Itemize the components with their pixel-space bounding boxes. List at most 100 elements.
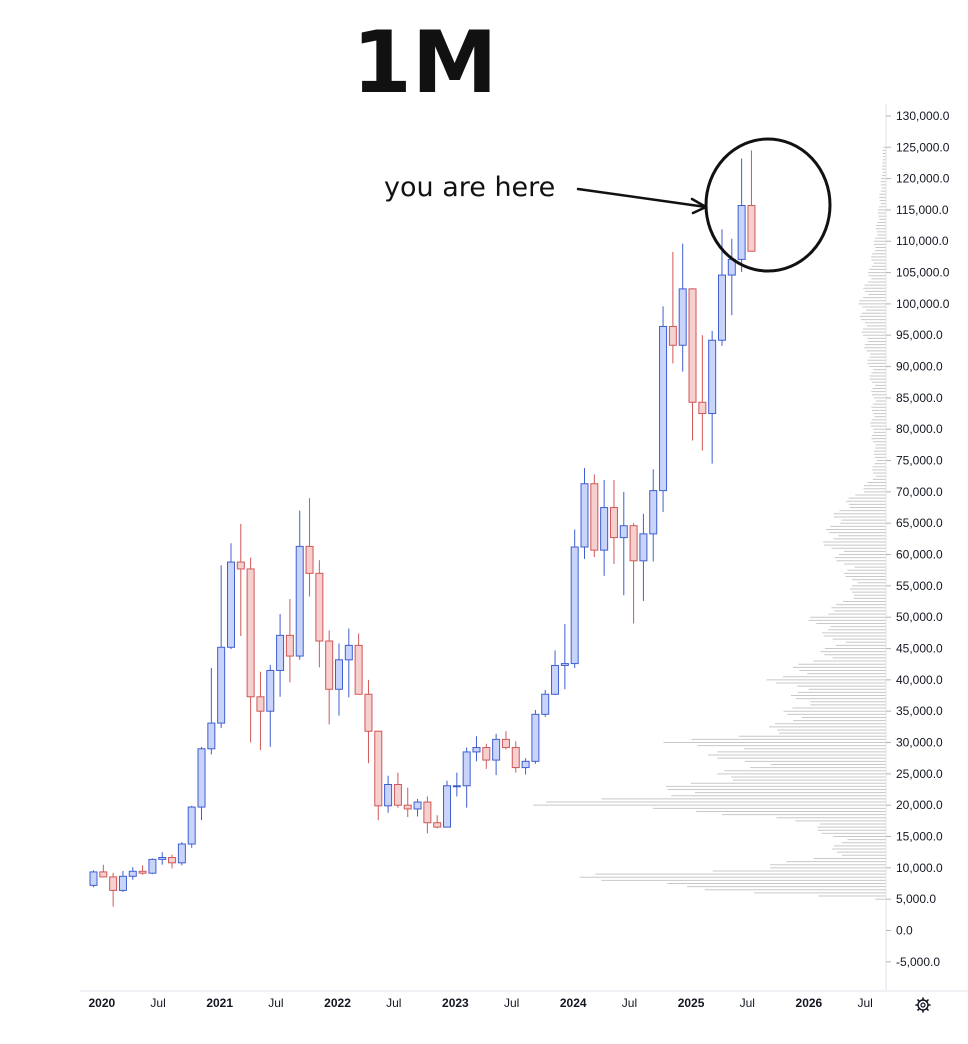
price-tick-label: 80,000.0 [896, 422, 943, 436]
time-axis[interactable]: 2020 Jul 2021 Jul 2022 Jul 2023 Jul 2024 Jul 2025 J… [89, 996, 873, 1010]
candle-body [462, 751, 471, 787]
candle[interactable] [236, 523, 245, 636]
candle[interactable] [452, 772, 461, 797]
price-tick-label: 25,000.0 [896, 767, 943, 781]
candle[interactable] [354, 633, 363, 695]
candle-body [688, 288, 697, 403]
candle[interactable] [335, 643, 343, 716]
candle[interactable] [177, 842, 186, 866]
candle[interactable] [187, 805, 196, 848]
candle[interactable] [619, 491, 628, 596]
time-tick-label: Jul [622, 996, 637, 1010]
candle-body [197, 748, 206, 808]
candle[interactable] [462, 747, 471, 808]
candle[interactable] [629, 523, 638, 624]
candle[interactable] [747, 150, 756, 252]
candle[interactable] [423, 796, 432, 834]
candle-body [521, 760, 530, 769]
time-tick-label: 2021 [206, 996, 233, 1010]
candle[interactable] [413, 798, 422, 817]
candle[interactable] [570, 529, 579, 668]
candle[interactable] [344, 628, 353, 698]
candle[interactable] [737, 158, 746, 272]
time-tick-label: 2025 [678, 996, 705, 1010]
candle-body [177, 843, 186, 864]
candle-body [413, 801, 422, 810]
candle[interactable] [207, 667, 216, 755]
candle[interactable] [501, 731, 510, 750]
price-tick-label: 40,000.0 [896, 673, 943, 687]
candle[interactable] [266, 664, 275, 747]
candle[interactable] [472, 736, 481, 762]
candle[interactable] [226, 543, 235, 650]
candle[interactable] [649, 469, 658, 562]
candle[interactable] [217, 565, 226, 729]
candle[interactable] [99, 864, 108, 878]
candle[interactable] [708, 330, 717, 464]
candle[interactable] [541, 689, 550, 717]
candle[interactable] [285, 599, 294, 683]
candle[interactable] [698, 335, 707, 451]
price-axis[interactable]: 130,000.0 125,000.0 120,000.0 115,000.0 110,… [886, 109, 950, 969]
price-tick-label: 65,000.0 [896, 516, 943, 530]
candle[interactable] [256, 671, 265, 751]
candle[interactable] [531, 709, 540, 764]
candle[interactable] [492, 733, 501, 776]
candle[interactable] [511, 741, 520, 773]
candle[interactable] [384, 775, 393, 813]
candle[interactable] [364, 679, 373, 764]
candle[interactable] [168, 854, 177, 869]
candle[interactable] [551, 650, 560, 695]
candle[interactable] [668, 251, 677, 364]
candle-body [541, 693, 550, 715]
candle-body [158, 857, 167, 860]
candle[interactable] [580, 468, 589, 559]
candle[interactable] [295, 510, 304, 660]
price-tick-label: 90,000.0 [896, 360, 943, 374]
candle-body [531, 713, 540, 762]
candle-body [236, 561, 245, 570]
gear-icon[interactable] [915, 997, 931, 1013]
candle[interactable] [609, 479, 618, 564]
candle-body [325, 640, 334, 690]
candle-body [364, 693, 373, 732]
candle[interactable] [315, 560, 324, 668]
time-tick-label: 2020 [89, 996, 116, 1010]
candle[interactable] [109, 872, 118, 907]
candle-body [570, 546, 579, 665]
candle[interactable] [374, 730, 383, 821]
candle-body [659, 325, 668, 492]
candle[interactable] [148, 858, 157, 875]
candle[interactable] [482, 743, 491, 769]
candle-body [393, 784, 402, 806]
candle[interactable] [128, 867, 137, 880]
candle-body [109, 876, 118, 891]
candle-body [305, 545, 314, 574]
candle[interactable] [403, 787, 412, 818]
candle[interactable] [678, 243, 687, 372]
candle[interactable] [443, 780, 452, 828]
candle[interactable] [118, 870, 127, 892]
candle[interactable] [325, 630, 334, 725]
candle[interactable] [521, 758, 530, 775]
price-tick-label: 110,000.0 [896, 234, 949, 248]
candle[interactable] [197, 746, 206, 821]
candle[interactable] [688, 288, 697, 441]
candle[interactable] [393, 772, 402, 808]
candle[interactable] [560, 624, 569, 690]
candle[interactable] [639, 513, 648, 601]
candle[interactable] [727, 238, 736, 316]
candle[interactable] [89, 870, 98, 888]
candle[interactable] [138, 865, 147, 875]
candle[interactable] [305, 498, 314, 597]
candle[interactable] [590, 474, 599, 558]
candle[interactable] [158, 852, 167, 865]
candlestick-series[interactable] [89, 150, 756, 907]
candle[interactable] [433, 815, 442, 829]
candle[interactable] [600, 479, 609, 576]
price-tick-label: -5,000.0 [896, 955, 940, 969]
candle[interactable] [276, 614, 285, 697]
candle[interactable] [659, 306, 668, 512]
candle[interactable] [246, 557, 255, 743]
